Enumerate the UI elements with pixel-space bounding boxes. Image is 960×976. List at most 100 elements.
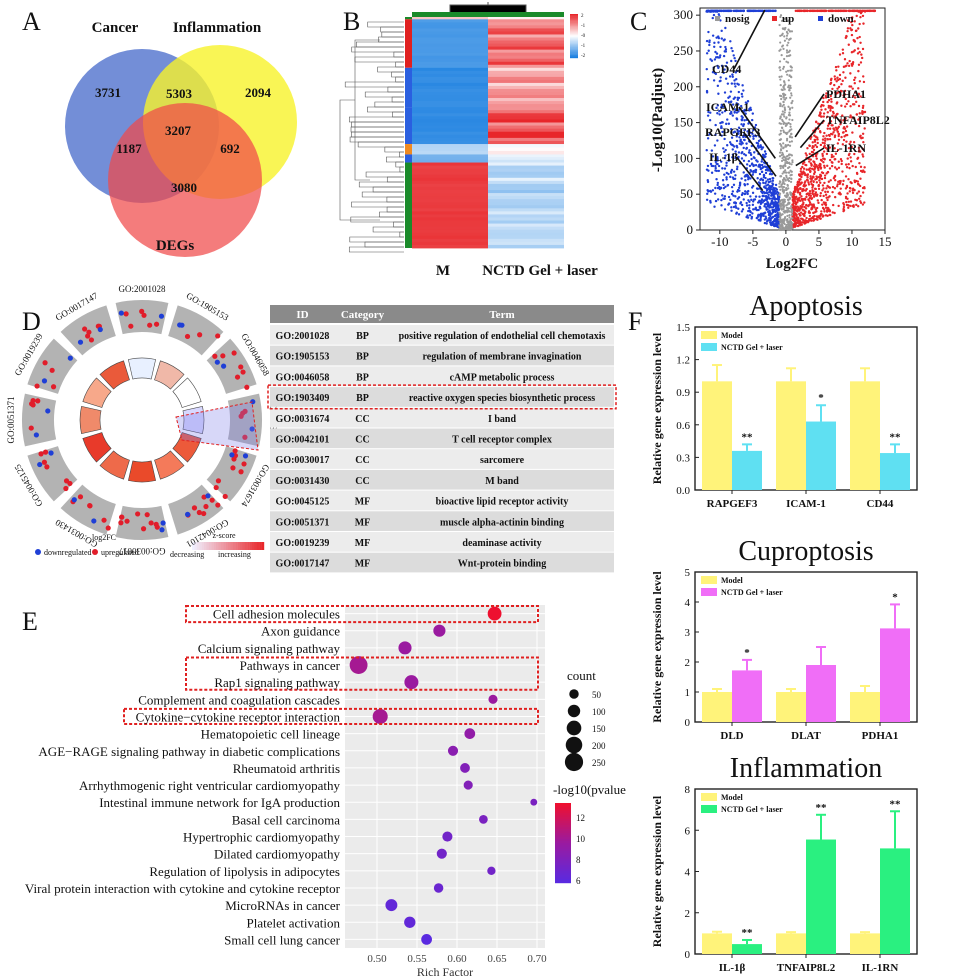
volcano-point xyxy=(809,137,812,141)
volcano-point xyxy=(744,190,747,193)
volcano-point xyxy=(740,193,744,197)
pathway-dot xyxy=(349,656,368,674)
y-tick-label: 0 xyxy=(687,222,694,237)
heatmap-cell-m xyxy=(412,211,488,215)
go-gene-dot xyxy=(232,448,238,454)
heatmap-cell-m xyxy=(412,107,488,111)
volcano-point xyxy=(847,163,850,166)
volcano-point xyxy=(741,208,745,211)
volcano-point-nosig xyxy=(786,225,789,228)
volcano-point-nosig xyxy=(780,113,783,116)
scale-step xyxy=(570,29,578,31)
volcano-point xyxy=(762,174,766,177)
volcano-point xyxy=(859,165,863,169)
volcano-point-nosig xyxy=(788,107,792,110)
zscore-step xyxy=(206,542,209,550)
volcano-plot xyxy=(696,7,886,234)
dendrogram-branch xyxy=(349,136,404,143)
volcano-point-nosig xyxy=(790,213,794,216)
volcano-point xyxy=(748,109,751,112)
go-zscore-segment xyxy=(154,450,185,480)
volcano-point-nosig xyxy=(790,170,793,173)
heatmap-cell-n xyxy=(488,52,564,57)
scale-step xyxy=(570,54,578,56)
volcano-point xyxy=(730,100,733,103)
go-gene-dot xyxy=(203,503,209,510)
volcano-point xyxy=(837,9,840,13)
volcano-point xyxy=(767,193,770,197)
volcano-point-nosig xyxy=(778,185,781,188)
go-gene-dot xyxy=(45,408,51,414)
volcano-point-nosig xyxy=(787,210,791,213)
go-gene-dot xyxy=(222,493,228,500)
volcano-point xyxy=(723,91,727,94)
volcano-point xyxy=(770,172,773,176)
color-legend-step xyxy=(555,837,571,840)
volcano-point xyxy=(841,170,844,173)
volcano-point xyxy=(832,127,835,130)
volcano-point-nosig xyxy=(789,174,792,177)
volcano-point xyxy=(831,87,834,91)
volcano-point xyxy=(794,9,798,13)
pathway-dot xyxy=(372,708,388,724)
bar xyxy=(806,421,836,490)
volcano-point xyxy=(819,115,823,118)
volcano-point-nosig xyxy=(785,132,788,136)
go-gene-dot xyxy=(184,333,191,340)
color-legend-label: 6 xyxy=(576,876,581,886)
volcano-point xyxy=(843,89,847,93)
volcano-point xyxy=(730,46,733,50)
volcano-point xyxy=(824,137,827,140)
heatmap-cell-n xyxy=(488,128,564,133)
volcano-point xyxy=(833,78,837,81)
volcano-point-nosig xyxy=(782,147,785,150)
volcano-point xyxy=(749,131,752,134)
volcano-point-nosig xyxy=(789,123,792,126)
legend-label: upregulated xyxy=(101,548,139,557)
volcano-point xyxy=(845,166,849,169)
color-legend-step xyxy=(555,825,571,828)
go-gene-dot xyxy=(49,367,55,373)
scale-step xyxy=(570,17,578,19)
heatmap-cell-n xyxy=(488,196,564,200)
volcano-point xyxy=(775,214,779,217)
heatmap-cell-n xyxy=(488,116,564,120)
go-gene-dot xyxy=(71,497,77,503)
heatmap-cell-m xyxy=(412,95,488,99)
volcano-point-nosig xyxy=(783,106,786,109)
heatmap-cell-m xyxy=(412,88,488,93)
volcano-point xyxy=(831,124,834,127)
volcano-point xyxy=(705,168,709,171)
table-cell: GO:1905153 xyxy=(276,352,330,363)
go-gene-dot xyxy=(118,520,124,526)
volcano-point-nosig xyxy=(787,28,790,32)
y-axis-label: Relative gene expression level xyxy=(650,332,664,484)
volcano-point xyxy=(825,210,829,213)
heatmap-cell-n xyxy=(488,180,564,185)
heatmap-cell-m xyxy=(412,101,488,105)
volcano-point xyxy=(809,217,812,220)
volcano-point-nosig xyxy=(788,140,791,143)
table-header-cell: ID xyxy=(296,309,308,321)
volcano-point xyxy=(745,204,749,207)
volcano-point-nosig xyxy=(778,155,782,158)
volcano-point xyxy=(738,136,741,139)
dendrogram-branch xyxy=(350,216,404,223)
go-gene-dot xyxy=(184,511,191,517)
volcano-point-nosig xyxy=(779,15,782,19)
y-tick-label: 50 xyxy=(680,186,693,201)
volcano-point xyxy=(725,164,728,167)
volcano-point xyxy=(714,199,718,203)
volcano-point xyxy=(739,104,743,108)
volcano-point-nosig xyxy=(788,228,792,231)
y-tick-label: 3 xyxy=(685,627,691,639)
scale-step xyxy=(570,49,578,51)
volcano-point xyxy=(830,164,834,168)
go-circle-label: GO:2001028 xyxy=(119,284,166,294)
go-zscore-segment xyxy=(128,357,156,380)
volcano-point xyxy=(844,175,848,178)
zscore-step xyxy=(235,542,238,550)
go-gene-dot xyxy=(124,518,130,524)
volcano-point xyxy=(740,123,743,126)
volcano-point xyxy=(727,203,730,206)
